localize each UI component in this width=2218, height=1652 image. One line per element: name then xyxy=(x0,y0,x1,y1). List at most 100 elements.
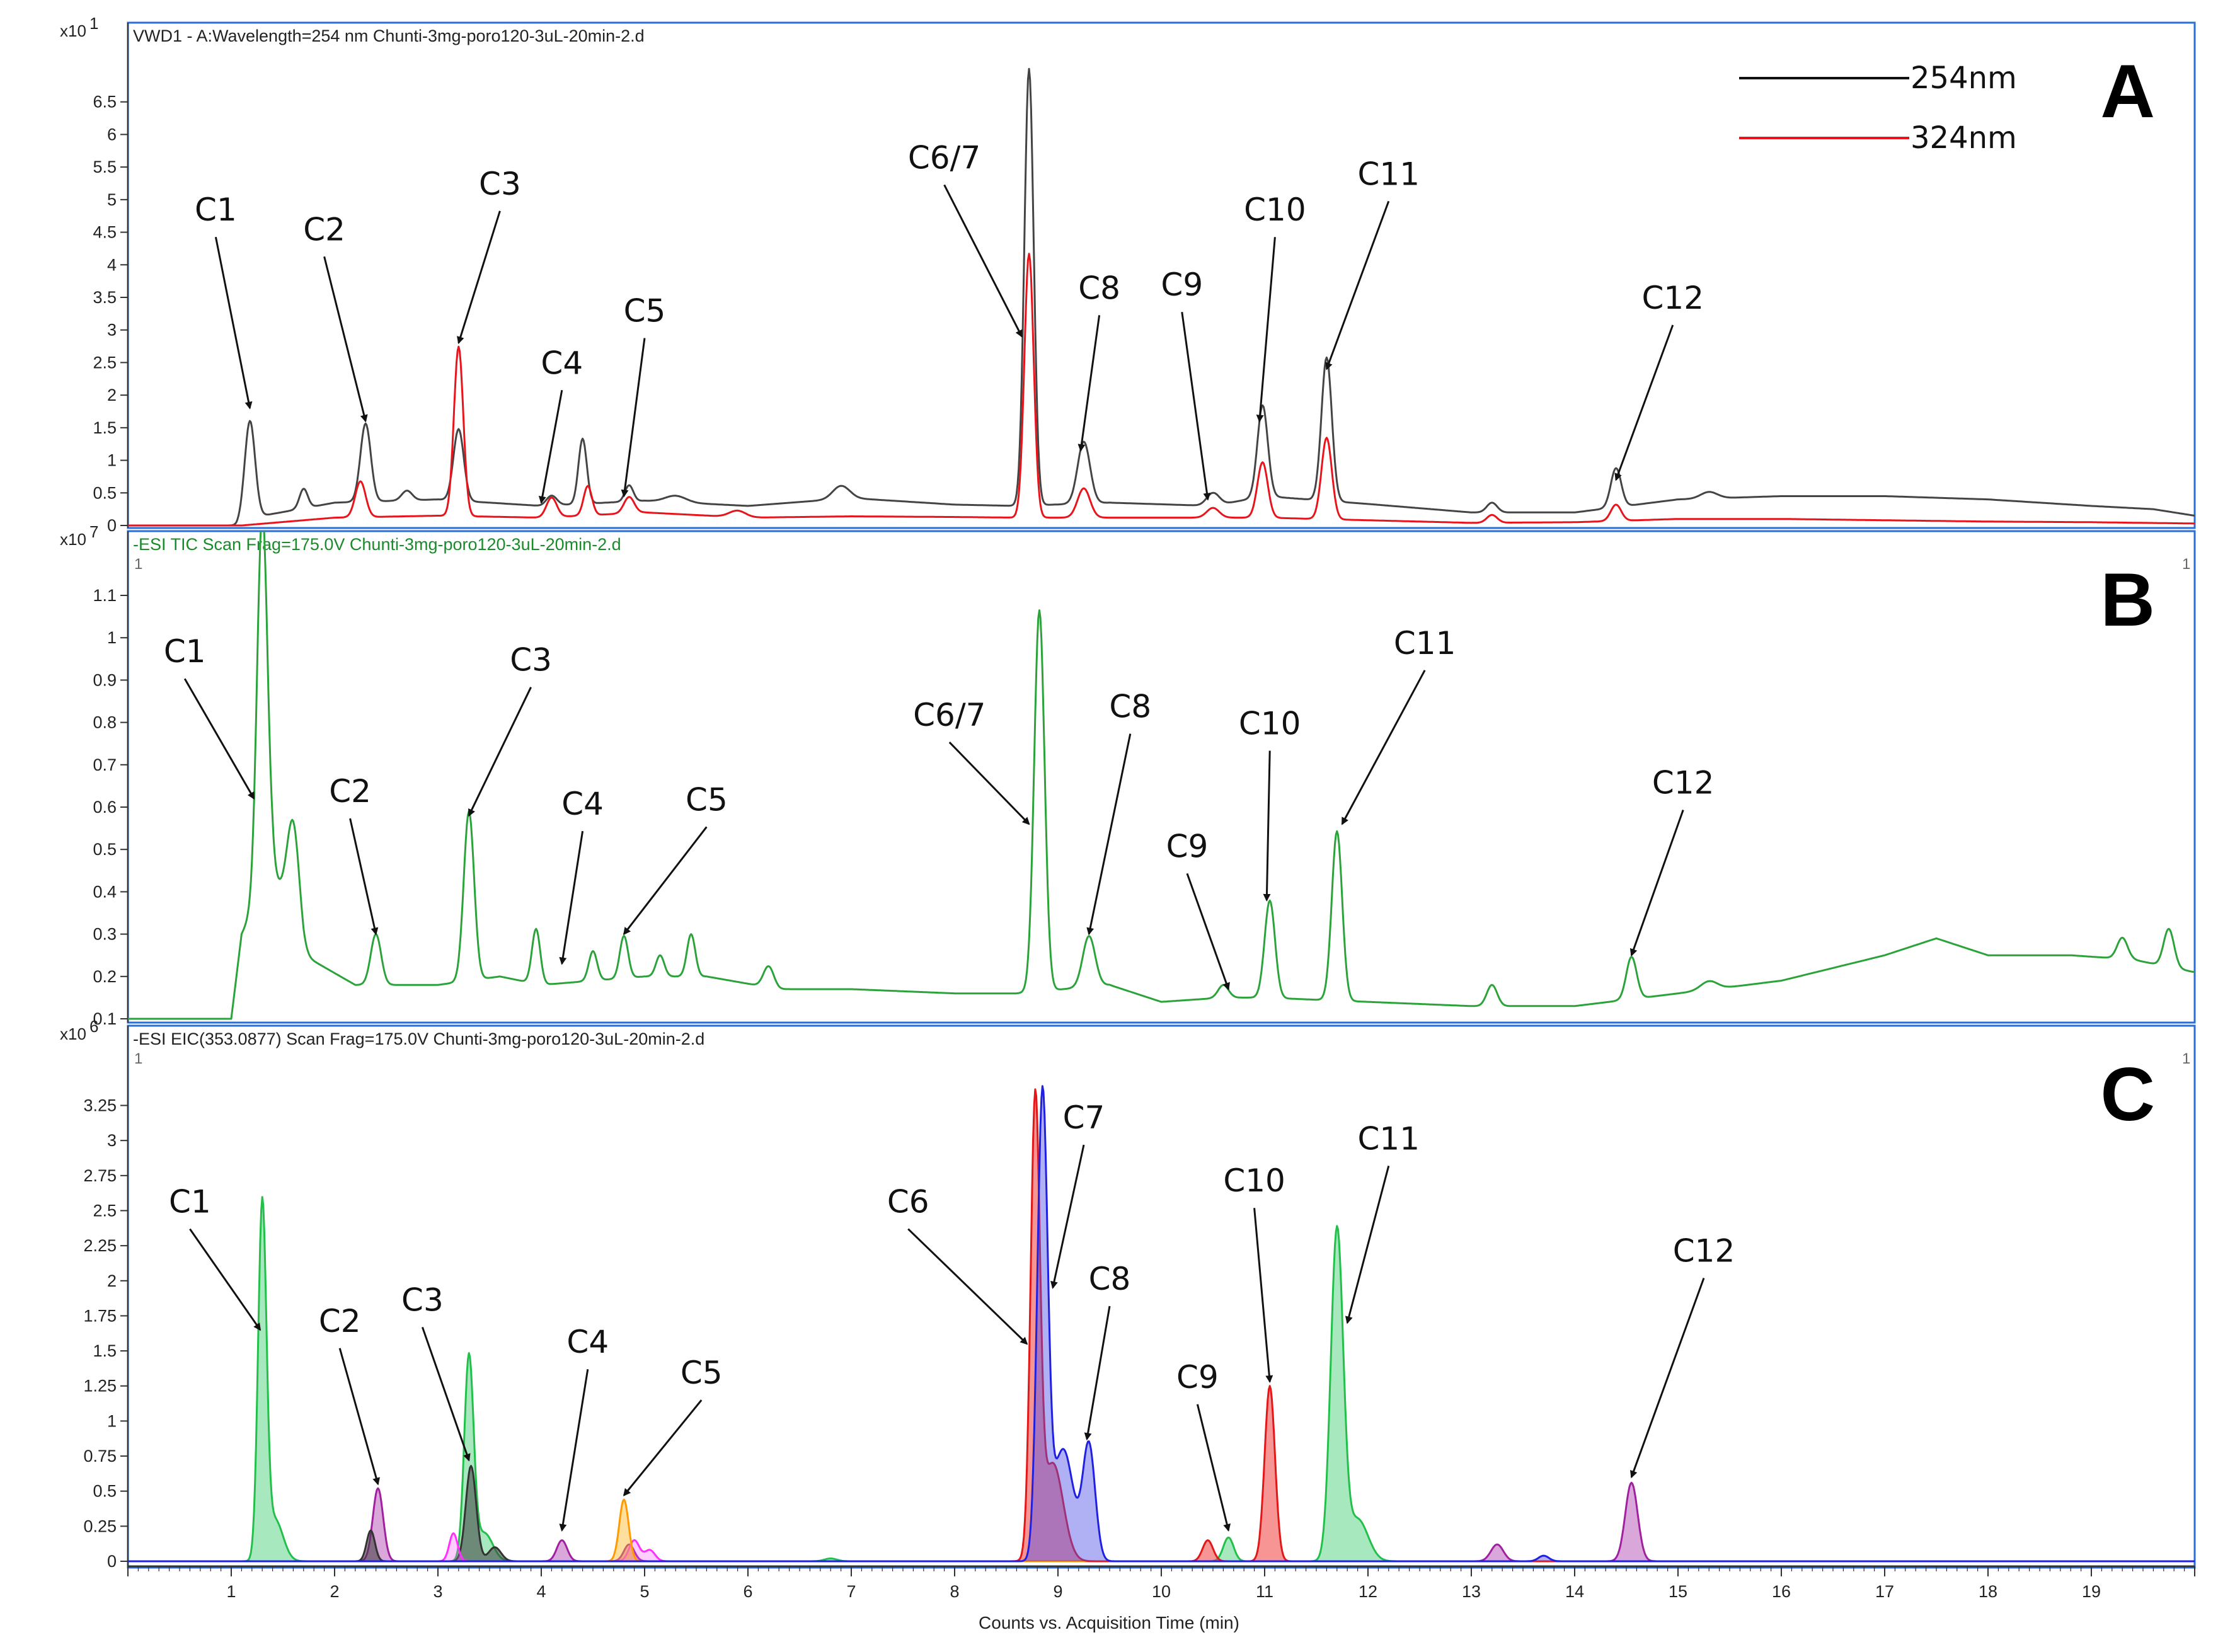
annotation-label: C6/7 xyxy=(908,139,980,176)
annotation-arrow xyxy=(538,390,563,504)
annotation-label: C12 xyxy=(1673,1233,1735,1270)
annotation-label: C1 xyxy=(169,1184,211,1220)
y-tick-label: 0.25 xyxy=(83,1517,117,1535)
traces xyxy=(128,1085,2195,1563)
y-tick-label: 0.6 xyxy=(93,798,117,817)
y-tick-label: 4 xyxy=(107,255,117,274)
annotation-label: C1 xyxy=(164,633,206,670)
y-tick-label: 5 xyxy=(107,190,117,209)
annotation-arrow xyxy=(623,826,708,936)
y-tick-label: 0.1 xyxy=(93,1009,117,1028)
panel-letter: B xyxy=(2100,558,2155,642)
annotation-label: C11 xyxy=(1394,625,1456,662)
annotation-label: C8 xyxy=(1078,270,1120,306)
trace-line-magenta xyxy=(128,1532,2195,1563)
trace-line-orange xyxy=(128,1498,2195,1563)
y-tick-label: 3 xyxy=(107,1131,117,1150)
trace-fill-blue xyxy=(128,1086,2195,1561)
trace-line-324nm xyxy=(128,253,2195,527)
annotation-label: C4 xyxy=(541,345,583,381)
y-exponent-power: 1 xyxy=(89,14,98,33)
panel-A: VWD1 - A:Wavelength=254 nm Chunti-3mg-po… xyxy=(60,14,2196,535)
legend-label: 324nm xyxy=(1911,120,2017,156)
annotation-label: C10 xyxy=(1239,705,1301,742)
y-tick-label: 0 xyxy=(107,516,117,535)
panel-header: -ESI EIC(353.0877) Scan Frag=175.0V Chun… xyxy=(133,1030,704,1048)
chart-layer: VWD1 - A:Wavelength=254 nm Chunti-3mg-po… xyxy=(60,14,2196,1632)
x-axis-label: Counts vs. Acquisition Time (min) xyxy=(979,1613,1239,1632)
annotation-arrow xyxy=(1181,311,1211,501)
trace-fill-red xyxy=(128,1089,2195,1561)
panel-header: VWD1 - A:Wavelength=254 nm Chunti-3mg-po… xyxy=(133,26,645,45)
y-tick-label: 0 xyxy=(107,1552,117,1571)
annotation-arrow xyxy=(1084,1305,1111,1441)
y-tick-label: 1 xyxy=(107,451,117,470)
annotation-arrow xyxy=(338,1348,380,1486)
x-tick-label: 8 xyxy=(950,1582,959,1601)
y-tick-label: 2 xyxy=(107,1271,117,1290)
annotation-label: C12 xyxy=(1642,280,1704,316)
trace-line-blue xyxy=(128,1085,2195,1563)
annotation-label: C3 xyxy=(510,642,552,679)
traces xyxy=(128,67,2195,527)
x-tick-label: 6 xyxy=(743,1582,752,1601)
annotation-label: C3 xyxy=(479,166,521,202)
annotation-arrow xyxy=(1256,237,1276,423)
annotation-arrow xyxy=(943,184,1023,338)
annotation-arrow xyxy=(1629,1278,1705,1479)
y-tick-label: 1.25 xyxy=(83,1377,117,1396)
annotation-arrow xyxy=(1263,750,1271,902)
side-mark-left: 1 xyxy=(134,556,142,573)
y-tick-label: 6 xyxy=(107,125,117,144)
annotation-arrow xyxy=(907,1228,1028,1345)
annotation-arrow xyxy=(1086,733,1132,936)
trace-line-TIC xyxy=(128,531,2195,1020)
x-tick-label: 11 xyxy=(1256,1582,1273,1601)
annotation-label: C6 xyxy=(887,1184,929,1220)
annotation-arrow xyxy=(1341,670,1426,825)
y-tick-label: 5.5 xyxy=(93,158,117,176)
y-tick-label: 1.5 xyxy=(93,1341,117,1360)
y-tick-label: 0.75 xyxy=(83,1447,117,1466)
y-tick-label: 2.75 xyxy=(83,1166,117,1185)
x-tick-label: 4 xyxy=(536,1582,546,1601)
annotation-arrow xyxy=(457,210,501,345)
traces xyxy=(128,531,2195,1020)
y-tick-label: 3 xyxy=(107,321,117,340)
annotation-label: C6/7 xyxy=(913,697,985,733)
annotation-label: C5 xyxy=(681,1355,723,1391)
y-tick-label: 1 xyxy=(107,1411,117,1430)
y-tick-label: 1.1 xyxy=(93,586,117,605)
annotation-label: C12 xyxy=(1652,765,1715,801)
y-tick-label: 0.7 xyxy=(93,755,117,774)
y-exponent-power: 6 xyxy=(89,1017,98,1036)
trace-line-red xyxy=(128,1088,2195,1563)
annotation-arrow xyxy=(1345,1166,1390,1324)
x-tick-label: 1 xyxy=(226,1582,236,1601)
side-mark-right: 1 xyxy=(2182,556,2190,573)
annotation-label: C3 xyxy=(401,1282,444,1318)
trace-fill-green xyxy=(128,1196,2195,1561)
annotation-label: C11 xyxy=(1358,156,1420,192)
y-tick-label: 2.5 xyxy=(93,353,117,372)
trace-fill-purple xyxy=(128,1483,2195,1561)
annotation-arrow xyxy=(948,741,1030,825)
panel-B: -ESI TIC Scan Frag=175.0V Chunti-3mg-por… xyxy=(60,522,2196,1028)
y-tick-label: 1.5 xyxy=(93,418,117,437)
annotation-label: C9 xyxy=(1161,267,1203,303)
x-tick-label: 2 xyxy=(330,1582,339,1601)
y-tick-label: 4.5 xyxy=(93,223,117,242)
y-exponent-base: x10 xyxy=(60,1024,86,1043)
y-tick-label: 3.25 xyxy=(83,1096,117,1115)
annotation-label: C2 xyxy=(319,1303,361,1339)
y-tick-label: 0.4 xyxy=(93,882,117,901)
panel-letter: A xyxy=(2100,49,2155,134)
x-tick-label: 9 xyxy=(1053,1582,1062,1601)
annotation-arrow xyxy=(1629,810,1684,957)
trace-line-green xyxy=(128,1196,2195,1563)
annotation-label: C4 xyxy=(566,1324,609,1360)
trace-line-darkgray xyxy=(128,1465,2195,1563)
y-tick-label: 2.5 xyxy=(93,1201,117,1220)
annotation-label: C10 xyxy=(1244,192,1306,228)
